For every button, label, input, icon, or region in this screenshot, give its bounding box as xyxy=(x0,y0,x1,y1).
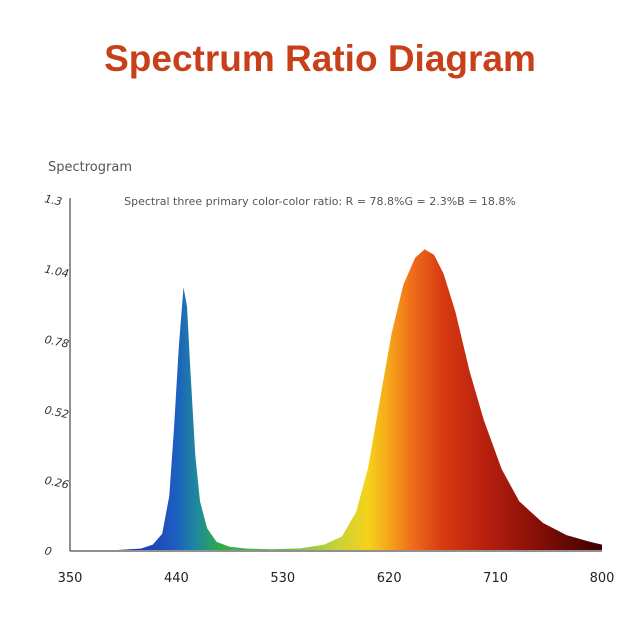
y-tick-label: 1.04 xyxy=(43,263,70,281)
y-tick-label: 0 xyxy=(43,544,53,558)
x-tick-label: 800 xyxy=(590,571,615,586)
x-tick-label: 530 xyxy=(270,571,295,586)
x-tick-label: 440 xyxy=(164,571,189,586)
x-tick-label: 350 xyxy=(58,571,83,586)
x-tick-label: 620 xyxy=(377,571,402,586)
y-tick-label: 0.78 xyxy=(43,333,70,351)
chart-title: Spectrum Ratio Diagram xyxy=(104,38,536,79)
x-tick-label: 710 xyxy=(483,571,508,586)
spectrum-area xyxy=(70,249,602,550)
y-tick-label: 0.52 xyxy=(43,403,70,421)
ratio-annotation: Spectral three primary color-color ratio… xyxy=(124,195,516,208)
y-tick-label: 1.3 xyxy=(43,192,63,208)
panel-label: Spectrogram xyxy=(48,160,132,175)
y-tick-label: 0.26 xyxy=(43,474,70,492)
